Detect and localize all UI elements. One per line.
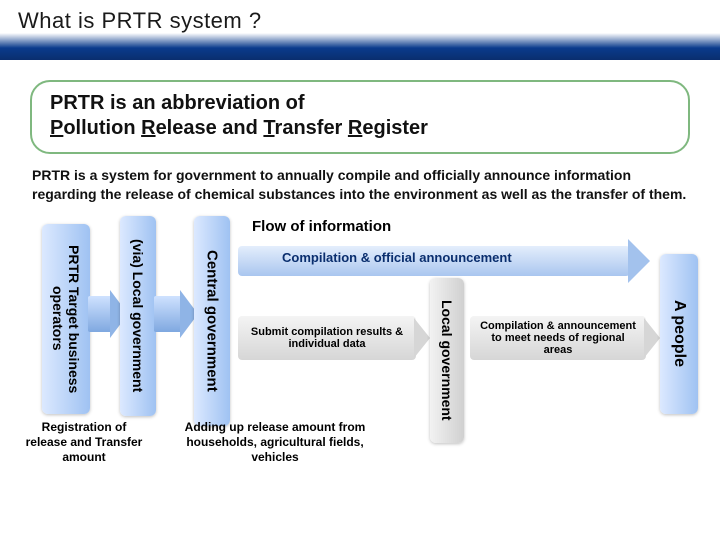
node-prtr-target: PRTR Target business operators [42, 224, 90, 414]
def-r2-rest: egister [362, 117, 428, 139]
node-via-local-gov: (via) Local government [120, 216, 156, 416]
def-t-rest: ransfer [275, 117, 348, 139]
def-r1-rest: elease and [156, 117, 264, 139]
title-bar: What is PRTR system ? [0, 0, 720, 60]
caption-registration: Registration of release and Transfer amo… [24, 420, 144, 465]
def-r1: R [141, 117, 155, 139]
node-central-gov: Central government [194, 216, 230, 426]
def-r2: R [348, 117, 362, 139]
definition-line2: Pollution Release and Transfer Register [50, 117, 670, 140]
def-p-rest: ollution [63, 117, 141, 139]
def-t: T [263, 117, 274, 139]
description-text: PRTR is a system for government to annua… [22, 164, 698, 212]
node-local-gov: Local government [430, 278, 464, 443]
flow-diagram: Flow of information PRTR Target business… [22, 216, 698, 476]
arrow-icon [154, 296, 184, 332]
definition-line1: PRTR is an abbreviation of [50, 92, 670, 115]
arrow-icon [88, 296, 114, 332]
node-people: A people [660, 254, 698, 414]
page-title: What is PRTR system ? [18, 8, 702, 34]
caption-addingup: Adding up release amount from households… [180, 420, 370, 465]
sub-arrow-submit: Submit compilation results & individual … [238, 316, 416, 360]
definition-box: PRTR is an abbreviation of Pollution Rel… [30, 80, 690, 154]
flow-heading: Flow of information [252, 218, 391, 235]
content-area: PRTR is an abbreviation of Pollution Rel… [0, 60, 720, 476]
sub-arrow-regional: Compilation & announcement to meet needs… [470, 316, 646, 360]
big-arrow-label: Compilation & official announcement [282, 250, 512, 265]
def-p: P [50, 117, 63, 139]
